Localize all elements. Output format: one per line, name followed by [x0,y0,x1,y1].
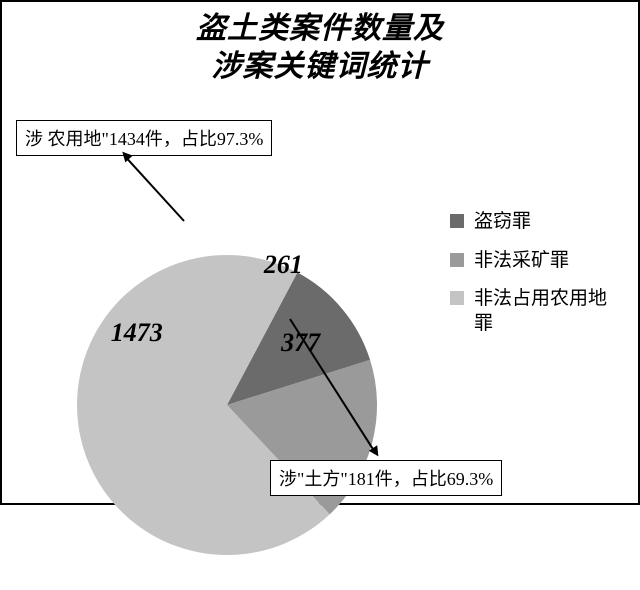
legend-label: 非法占用农用地罪 [474,287,614,336]
legend-label: 非法采矿罪 [474,249,569,274]
legend-item: 盗窃罪 [450,210,614,235]
legend-label: 盗窃罪 [474,210,531,235]
chart-title: 盗土类案件数量及 涉案关键词统计 [2,2,638,85]
legend-swatch [450,214,464,228]
title-line-1: 盗土类案件数量及 [2,10,638,48]
pie-slice-value: 1473 [111,318,163,348]
pie-slice-value: 261 [264,250,303,280]
title-line-2: 涉案关键词统计 [2,48,638,86]
callout-box: 涉"土方"181件，占比69.3% [270,460,502,496]
pie-slice-value: 377 [281,328,320,358]
legend: 盗窃罪非法采矿罪非法占用农用地罪 [450,210,614,351]
legend-item: 非法采矿罪 [450,249,614,274]
legend-swatch [450,253,464,267]
legend-swatch [450,291,464,305]
legend-item: 非法占用农用地罪 [450,287,614,336]
callout-box: 涉 农用地"1434件，占比97.3% [16,120,272,156]
